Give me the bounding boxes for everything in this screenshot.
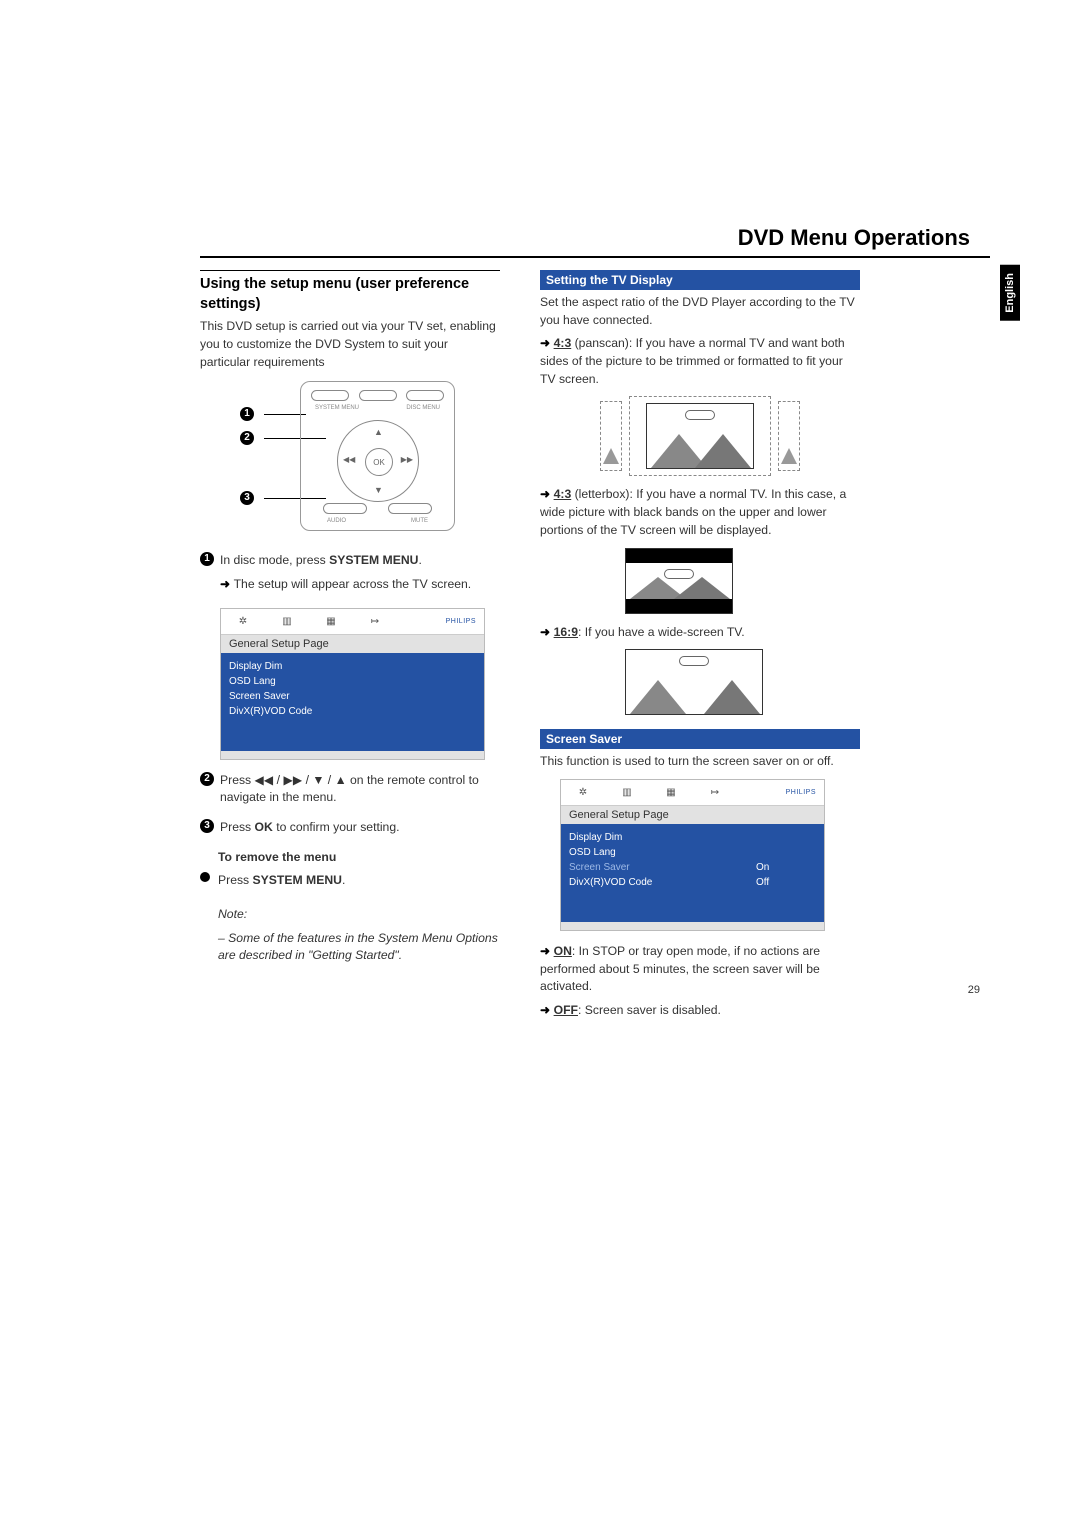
fwd-icon: ▶▶ xyxy=(401,455,413,464)
callout-1: 1 xyxy=(240,407,254,421)
osd-tab-icon: ✲ xyxy=(221,616,265,627)
page-number: 29 xyxy=(968,984,980,996)
step-3-text: Press OK to confirm your setting. xyxy=(220,819,500,837)
tv-wide-illustration xyxy=(625,649,775,715)
note-label: Note: xyxy=(218,906,500,924)
header-rule xyxy=(200,256,990,258)
osd-tab-icon: ↦ xyxy=(353,616,397,627)
step-3-number: 3 xyxy=(200,819,214,833)
osd-title: General Setup Page xyxy=(561,806,824,824)
option-43-panscan: 4:3 (panscan): If you have a normal TV a… xyxy=(540,335,860,388)
screen-saver-intro: This function is used to turn the screen… xyxy=(540,753,860,771)
osd-tab-icon: ▦ xyxy=(649,787,693,798)
tv-letterbox-illustration xyxy=(625,548,775,614)
callout-3: 3 xyxy=(240,491,254,505)
osd-item: Screen Saver xyxy=(229,689,290,704)
up-arrow-icon: ▲ xyxy=(374,427,383,437)
down-arrow-icon: ▼ xyxy=(374,485,383,495)
osd-general-setup-2: ✲ ▥ ▦ ↦ PHILIPS General Setup Page Displ… xyxy=(560,779,825,931)
tv-display-heading: Setting the TV Display xyxy=(540,270,860,290)
osd-item: OSD Lang xyxy=(569,845,616,860)
osd-tab-icon: ▥ xyxy=(265,616,309,627)
screen-saver-off: OFF: Screen saver is disabled. xyxy=(540,1002,860,1020)
mute-label: MUTE xyxy=(411,518,428,524)
ok-button-icon: OK xyxy=(365,448,393,476)
tv-panscan-illustration xyxy=(625,396,775,476)
right-column: Setting the TV Display Set the aspect ra… xyxy=(540,270,860,1026)
step-1-number: 1 xyxy=(200,552,214,566)
setup-menu-heading: Using the setup menu (user preference se… xyxy=(200,270,500,314)
osd-item: DivX(R)VOD Code xyxy=(229,704,312,719)
remove-menu-heading: To remove the menu xyxy=(218,849,500,867)
option-169: 16:9: If you have a wide-screen TV. xyxy=(540,624,860,642)
remove-menu-text: Press SYSTEM MENU. xyxy=(218,872,500,890)
note-text: – Some of the features in the System Men… xyxy=(218,930,500,965)
left-column: Using the setup menu (user preference se… xyxy=(200,270,500,1026)
callout-2: 2 xyxy=(240,431,254,445)
osd-general-setup-1: ✲ ▥ ▦ ↦ PHILIPS General Setup Page Displ… xyxy=(220,608,485,760)
screen-saver-on: ON: In STOP or tray open mode, if no act… xyxy=(540,943,860,996)
tv-display-intro: Set the aspect ratio of the DVD Player a… xyxy=(540,294,860,329)
osd-tab-icon: ▥ xyxy=(605,787,649,798)
audio-label: AUDIO xyxy=(327,518,346,524)
screen-saver-heading: Screen Saver xyxy=(540,729,860,749)
osd-brand-label: PHILIPS xyxy=(397,618,484,625)
osd-item: DivX(R)VOD Code xyxy=(569,875,652,890)
page-title: DVD Menu Operations xyxy=(555,225,970,259)
osd-item-selected: Screen Saver xyxy=(569,860,630,875)
option-43-letterbox: 4:3 (letterbox): If you have a normal TV… xyxy=(540,486,860,539)
system-menu-label: SYSTEM MENU xyxy=(315,405,359,411)
osd-tab-icon: ▦ xyxy=(309,616,353,627)
osd-item: Display Dim xyxy=(229,659,282,674)
step-2-text: Press ◀◀ / ▶▶ / ▼ / ▲ on the remote cont… xyxy=(220,772,500,807)
osd-item: OSD Lang xyxy=(229,674,276,689)
remote-diagram: 1 2 3 SYSTEM MENU DISC MENU OK ▲ ▼ ◀◀ ▶▶ xyxy=(240,381,460,536)
osd-tab-icon: ✲ xyxy=(561,787,605,798)
setup-intro-text: This DVD setup is carried out via your T… xyxy=(200,318,500,371)
step-1-text: In disc mode, press SYSTEM MENU. xyxy=(220,552,500,570)
osd-item: Display Dim xyxy=(569,830,622,845)
step-2-number: 2 xyxy=(200,772,214,786)
osd-option: On xyxy=(756,860,816,875)
osd-tab-icon: ↦ xyxy=(693,787,737,798)
osd-title: General Setup Page xyxy=(221,635,484,653)
osd-brand-label: PHILIPS xyxy=(737,789,824,796)
disc-menu-label: DISC MENU xyxy=(406,405,440,411)
rew-icon: ◀◀ xyxy=(343,455,355,464)
osd-option: Off xyxy=(756,875,816,890)
bullet-icon xyxy=(200,872,210,882)
language-tab: English xyxy=(1000,265,1020,321)
step-1-result: The setup will appear across the TV scre… xyxy=(220,576,500,594)
